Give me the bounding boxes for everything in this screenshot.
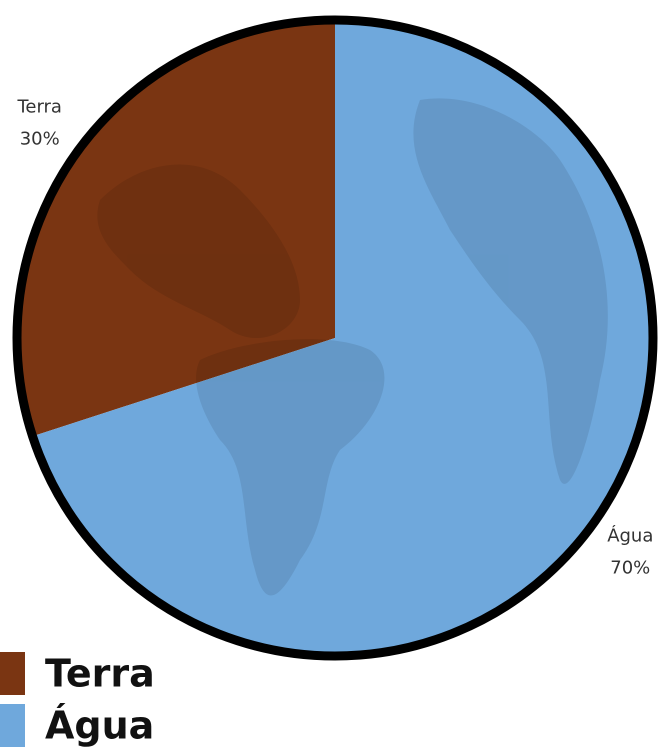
pie-border (12, 15, 658, 661)
legend: Terra Água (0, 652, 155, 748)
slice-category: Terra (16, 96, 62, 117)
legend-label: Terra (45, 652, 155, 696)
pie (13, 16, 657, 660)
slice-value: 70% (610, 558, 650, 579)
legend-swatch (0, 704, 25, 747)
pie-slice (13, 16, 336, 438)
continent-shading (97, 98, 608, 596)
legend-swatch (0, 652, 25, 695)
slice-value: 30% (20, 128, 60, 149)
pie-slice (28, 16, 657, 660)
legend-label: Água (45, 704, 154, 748)
slice-labels: Terra 30% Água 70% (16, 96, 653, 578)
slice-category: Água (607, 525, 653, 547)
